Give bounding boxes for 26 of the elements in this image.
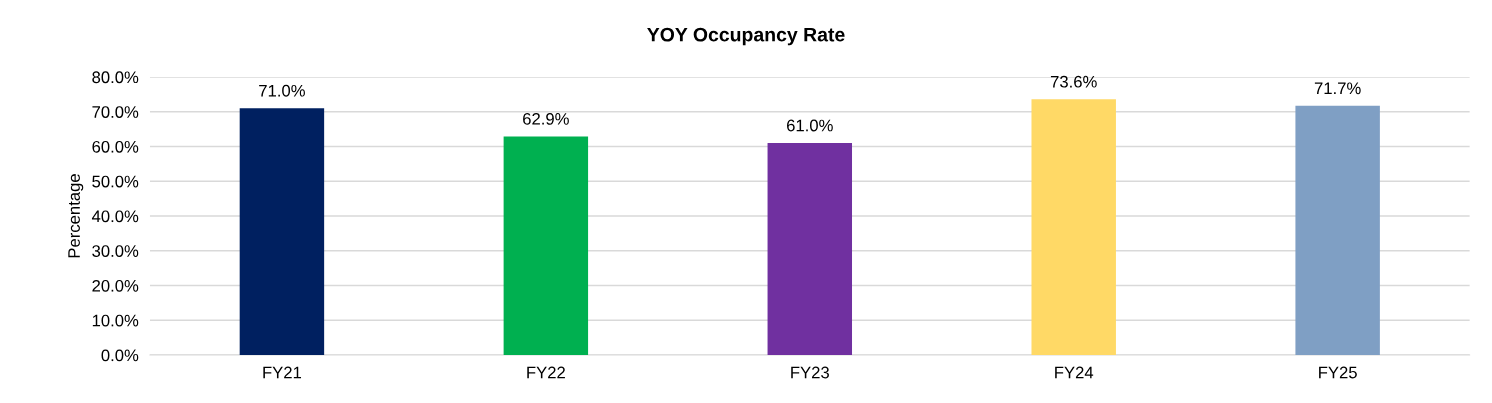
y-tick-label: 30.0%: [92, 245, 139, 257]
data-label: 62.9%: [523, 112, 569, 125]
y-axis-title: Percentage: [68, 174, 84, 258]
y-tick-label: 60.0%: [92, 140, 139, 153]
data-label: 71.0%: [259, 84, 305, 97]
bar: [1295, 105, 1380, 356]
x-tick-label: FY22: [527, 366, 565, 379]
bar: [239, 108, 325, 356]
data-label: 73.6%: [1050, 75, 1097, 88]
x-tick-label: FY23: [791, 366, 829, 379]
y-tick-label: 70.0%: [92, 106, 139, 118]
bar: [1031, 99, 1116, 356]
y-tick-label: 40.0%: [91, 210, 139, 223]
data-label: 71.7%: [1314, 82, 1361, 95]
bar: [503, 136, 589, 356]
chart-title: YOY Occupancy Rate: [647, 27, 845, 46]
bar: [767, 143, 853, 356]
x-tick-label: FY21: [263, 366, 302, 379]
y-tick-label: 10.0%: [92, 314, 139, 327]
y-tick-label: 20.0%: [92, 279, 139, 292]
x-tick-label: FY25: [1319, 366, 1357, 379]
data-label: 61.0%: [787, 119, 833, 132]
y-tick-label: 0.0%: [101, 349, 139, 362]
y-tick-label: 80.0%: [92, 71, 139, 84]
x-tick-label: FY24: [1055, 366, 1094, 379]
y-tick-label: 50.0%: [92, 175, 139, 188]
